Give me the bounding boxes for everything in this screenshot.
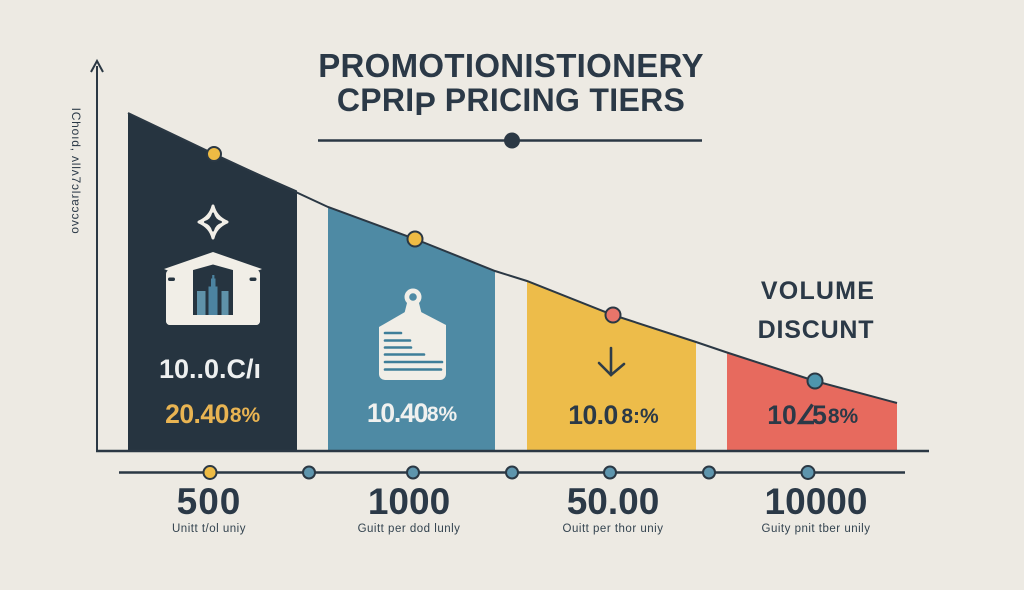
svg-text:VOLUME: VOLUME [761,277,875,305]
svg-text:Guitt per dod lunly: Guitt per dod lunly [358,523,461,535]
svg-text:500: 500 [177,481,242,522]
svg-text:5: 5 [812,400,827,430]
svg-text:8%: 8% [427,403,458,426]
svg-text:Ouitt per thor uniy: Ouitt per thor uniy [563,523,664,535]
svg-text:10..0.C/ı: 10..0.C/ı [159,354,261,384]
svg-text:10.0: 10.0 [568,400,618,430]
svg-text:50.00: 50.00 [567,481,660,522]
svg-text:10000: 10000 [765,481,868,522]
svg-text:8%: 8% [230,404,261,427]
svg-text:10.40: 10.40 [367,398,428,428]
svg-text:Guity pnit tber unily: Guity pnit tber unily [762,523,871,535]
svg-text:20.40: 20.40 [165,399,229,429]
svg-text:8:%: 8:% [621,405,659,428]
svg-text:Unitt t/ol uniy: Unitt t/ol uniy [172,523,246,535]
svg-text:10: 10 [767,400,796,430]
svg-text:PROMOTIONISTIONERY: PROMOTIONISTIONERY [318,47,704,84]
svg-text:CPRIP PRICING TIERS: CPRIP PRICING TIERS [337,82,685,122]
svg-text:8%: 8% [828,405,859,428]
svg-text:1000: 1000 [368,481,450,522]
svg-text:IChoıd, ʌllʌ7ɔlɹɐɔɔʌo: IChoıd, ʌllʌ7ɔlɹɐɔɔʌo [69,108,83,235]
svg-text:DISCUNT: DISCUNT [758,316,875,344]
